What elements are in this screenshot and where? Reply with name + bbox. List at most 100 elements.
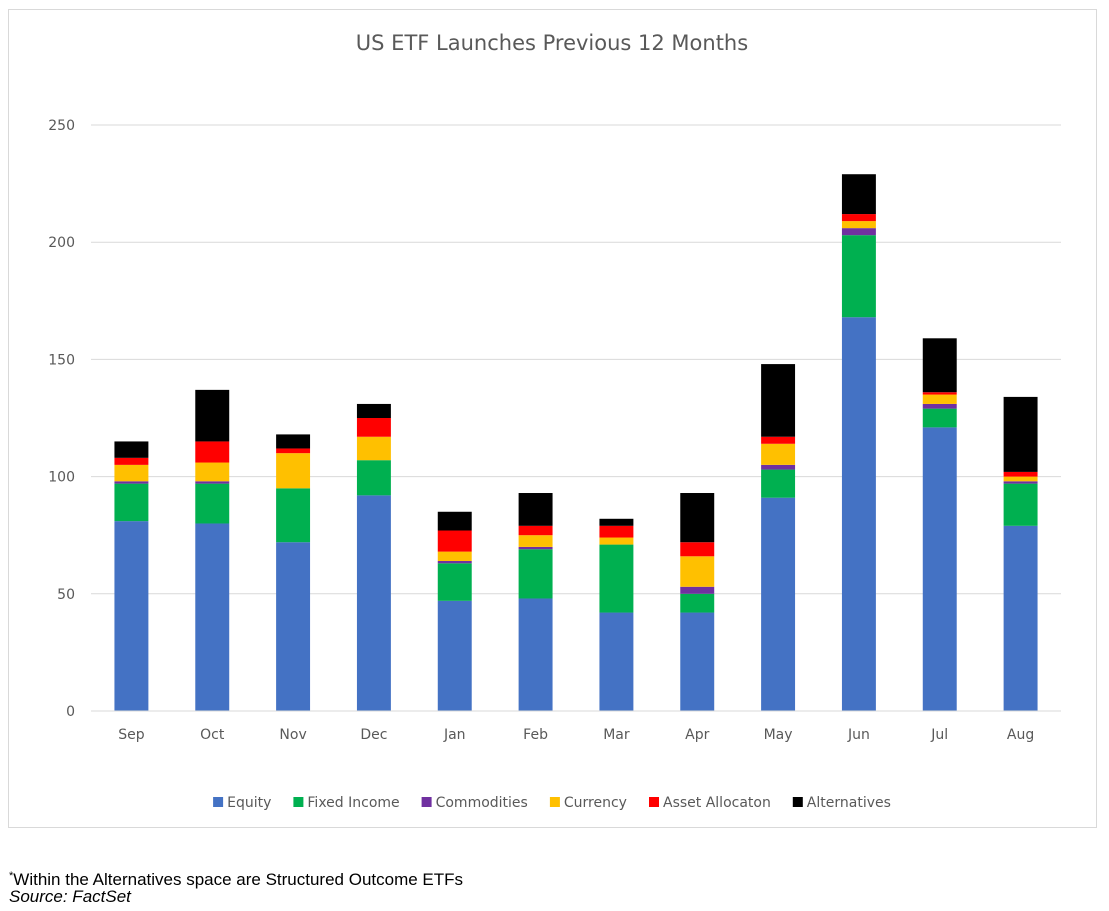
x-tick-label: Oct [200,727,225,743]
y-tick-label: 100 [48,470,75,486]
bar-segment [195,441,230,463]
bar-segment [761,464,796,470]
bar-segment [599,544,634,613]
stacked-bar-chart: US ETF Launches Previous 12 Months 0 50 10… [48,31,1061,811]
bar-segment [114,483,149,522]
bar-segment [1003,396,1038,472]
x-tick-label: Feb [523,727,548,743]
bar-segment [599,518,634,526]
y-tick-label: 50 [57,587,75,603]
footnote-asterisk: * [9,870,14,882]
legend-swatch [792,797,803,807]
bar-segment [356,403,391,418]
bar-segment [922,403,957,409]
bar-segment [841,235,876,318]
bar-segment [922,338,957,393]
y-axis-ticks: 0 50 100 150 200 250 [48,118,75,720]
y-tick-label: 250 [48,118,75,134]
bar-segment [276,488,311,543]
y-tick-label: 0 [66,704,75,720]
bar-segment [922,392,957,395]
bar-segment [356,436,391,461]
legend-item: Alternatives [792,795,891,811]
bar-segment [437,551,472,561]
bar-segment [761,443,796,465]
legend-label: Asset Allocaton [663,795,771,811]
bar-segment [680,612,715,711]
bar-segment [114,441,149,458]
legend-label: Commodities [436,795,528,811]
bar-segment [437,511,472,531]
x-axis-ticks: Sep Oct Nov Dec Jan Feb Mar Apr May Jun Jul Aug [118,727,1034,743]
legend-item: Currency [549,795,627,811]
x-tick-label: Mar [603,727,630,743]
chart-frame: US ETF Launches Previous 12 Months 0 50 10… [8,9,1097,828]
bar-segment [1003,483,1038,526]
bar-segment [922,427,957,711]
y-tick-label: 150 [48,352,75,368]
bar-segment [680,493,715,543]
footnote-source: Source: FactSet [9,887,131,906]
bar-segment [437,563,472,601]
x-tick-label: Jan [443,727,466,743]
bar-segment [680,586,715,594]
bar-segment [276,453,311,489]
y-tick-label: 200 [48,235,75,251]
bar-segment [841,221,876,229]
legend-swatch [649,797,659,807]
bar-segment [680,556,715,587]
bar-segment [680,542,715,557]
bar-segment [195,483,230,524]
bar-segment [841,317,876,711]
bar-segment [518,535,553,547]
bar-segment [922,408,957,428]
x-tick-label: Jun [847,727,870,743]
bar-segment [518,549,553,599]
bar-segment [841,174,876,215]
bar-segment [114,481,149,484]
bar-segment [195,389,230,442]
bar-segment [599,525,634,538]
bar-segment [195,462,230,482]
bars [114,174,1038,711]
legend-item: Fixed Income [293,795,400,811]
legend-swatch [421,797,432,807]
bar-segment [356,495,391,711]
legend: Equity Fixed Income Commodities Currency Ass… [213,795,891,811]
legend-swatch [213,797,224,807]
bar-segment [1003,481,1038,484]
bar-segment [761,364,796,437]
footnote-note: *Within the Alternatives space are Struc… [9,866,463,890]
gridlines [91,124,1061,595]
x-tick-label: May [764,727,793,743]
legend-label: Alternatives [807,795,891,811]
bar-segment [761,436,796,444]
bar-segment [437,530,472,552]
bar-segment [1003,476,1038,482]
bar-segment [518,493,553,526]
bar-segment [680,593,715,613]
bar-segment [356,460,391,496]
footnote-note-text: Within the Alternatives space are Struct… [13,870,464,889]
bar-segment [599,537,634,545]
bar-segment [114,464,149,482]
legend-swatch [549,797,560,807]
x-tick-label: Sep [118,727,145,743]
x-tick-label: Nov [279,727,306,743]
bar-segment [276,448,311,454]
legend-label: Fixed Income [307,795,399,811]
bar-segment [841,214,876,222]
x-tick-label: Jul [930,727,948,743]
legend-item: Commodities [421,795,528,811]
bar-segment [437,600,472,711]
bar-segment [356,418,391,437]
legend-item: Equity [213,795,271,811]
bar-segment [518,598,553,711]
x-tick-label: Dec [360,727,387,743]
bar-segment [761,469,796,498]
x-tick-label: Aug [1007,727,1034,743]
bar-segment [1003,471,1038,477]
bar-segment [276,542,311,711]
chart-title: US ETF Launches Previous 12 Months [356,31,748,55]
bar-segment [195,481,230,484]
